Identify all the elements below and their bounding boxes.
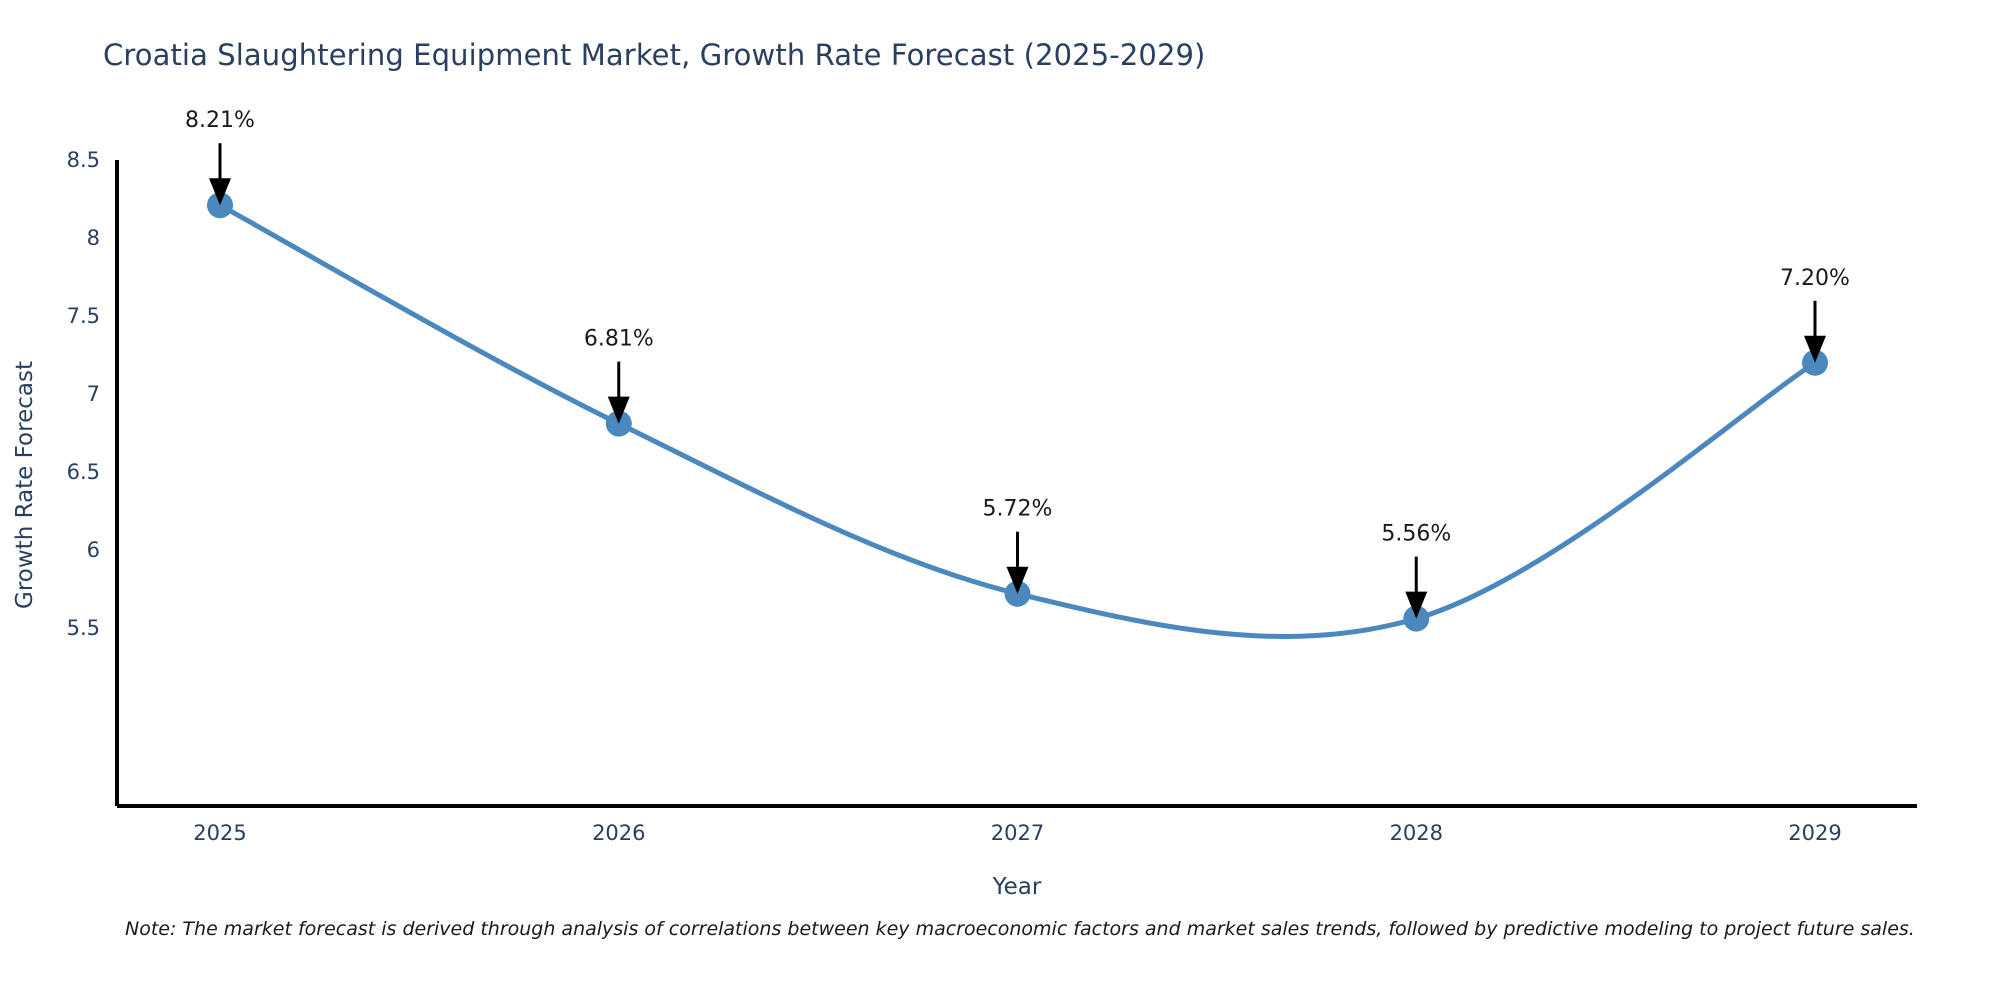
data-label-2027: 5.72%	[983, 497, 1053, 522]
x-tick-label-2029: 2029	[1788, 821, 1841, 845]
y-tick-label-5-5: 5.5	[67, 616, 100, 640]
data-label-2025: 8.21%	[185, 108, 255, 133]
chart-title: Croatia Slaughtering Equipment Market, G…	[103, 38, 1206, 72]
x-tick-label-2025: 2025	[193, 821, 246, 845]
x-tick-label-2026: 2026	[592, 821, 645, 845]
y-tick-label-6-5: 6.5	[67, 460, 100, 484]
y-tick-label-8: 8	[87, 226, 100, 250]
y-tick-label-8-5: 8.5	[67, 148, 100, 172]
chart-note: Note: The market forecast is derived thr…	[125, 918, 1915, 940]
x-axis-title: Year	[992, 874, 1042, 900]
annotation-arrow-2028	[1405, 556, 1428, 619]
data-label-2029: 7.20%	[1780, 266, 1850, 291]
data-label-2026: 6.81%	[584, 327, 654, 352]
y-axis-title: Growth Rate Forecast	[12, 361, 38, 609]
y-tick-label-7-5: 7.5	[67, 304, 100, 328]
annotation-arrow-2026	[607, 361, 630, 424]
data-point-marker-2026	[605, 410, 632, 437]
annotation-arrow-2027	[1006, 531, 1029, 594]
x-tick-label-2027: 2027	[991, 821, 1044, 845]
y-tick-label-7: 7	[87, 382, 100, 406]
data-label-2028: 5.56%	[1381, 522, 1451, 547]
x-tick-label-2028: 2028	[1390, 821, 1443, 845]
y-tick-label-6: 6	[87, 538, 100, 562]
data-point-marker-2028	[1403, 605, 1430, 632]
annotation-arrow-2029	[1804, 300, 1826, 363]
annotation-arrow-2025	[209, 143, 231, 206]
